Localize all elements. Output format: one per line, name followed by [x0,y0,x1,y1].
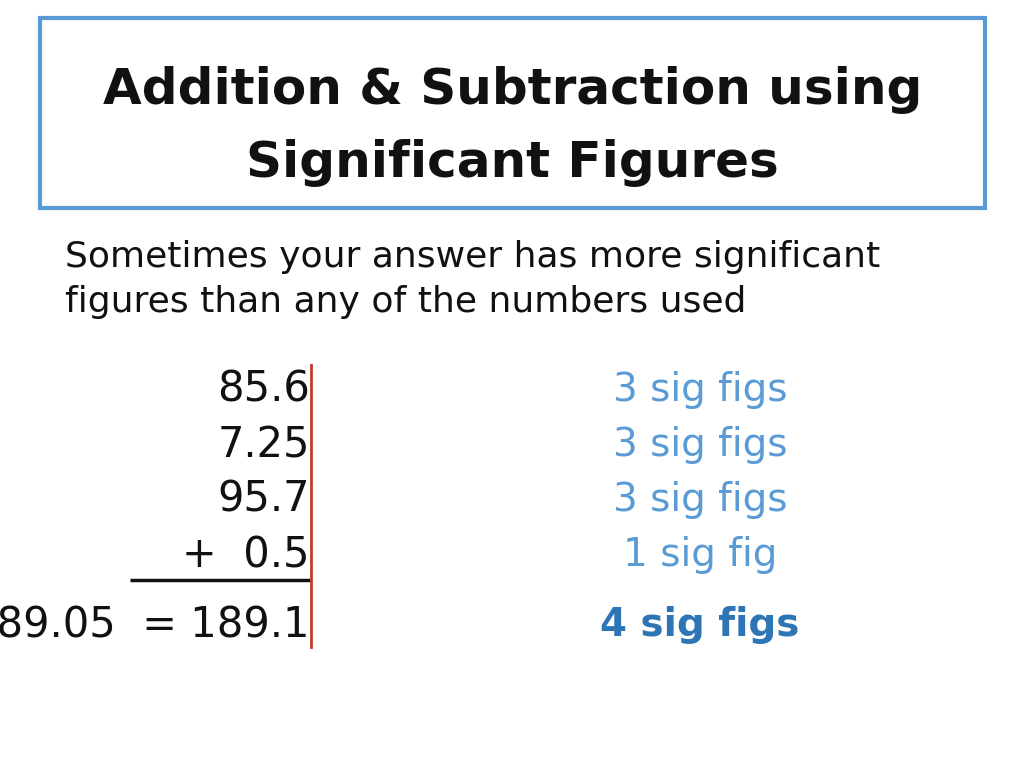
Text: 3 sig figs: 3 sig figs [612,481,787,519]
Text: Significant Figures: Significant Figures [246,139,779,187]
Text: 3 sig figs: 3 sig figs [612,371,787,409]
Text: 1 sig fig: 1 sig fig [623,536,777,574]
Text: +  0.5: + 0.5 [182,534,310,576]
Text: 95.7: 95.7 [217,479,310,521]
Text: 7.25: 7.25 [217,424,310,466]
Text: Sometimes your answer has more significant: Sometimes your answer has more significa… [65,240,881,274]
Text: 4 sig figs: 4 sig figs [600,606,800,644]
Text: 85.6: 85.6 [217,369,310,411]
Text: 3 sig figs: 3 sig figs [612,426,787,464]
Text: Addition & Subtraction using: Addition & Subtraction using [102,66,923,114]
Text: 189.05  = 189.1: 189.05 = 189.1 [0,604,310,646]
Text: figures than any of the numbers used: figures than any of the numbers used [65,285,746,319]
Bar [40,18,985,208]
